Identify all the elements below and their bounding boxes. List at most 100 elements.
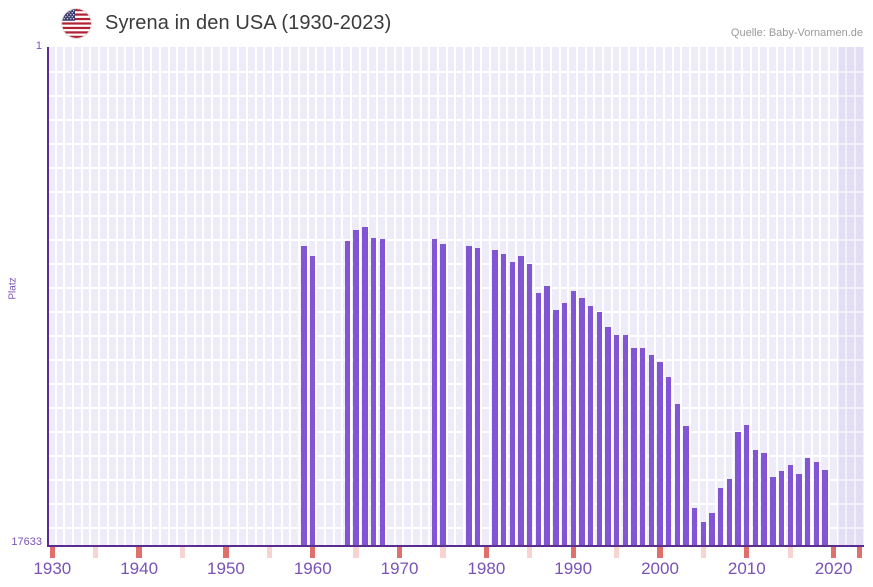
bar[interactable] [353,230,359,546]
bar[interactable] [665,376,672,546]
x-tick-major [310,547,316,558]
bar[interactable] [622,335,628,546]
bar[interactable] [544,285,550,546]
grid-column [239,47,248,546]
grid-line [48,431,864,433]
bar[interactable] [700,522,707,546]
grid-column [291,47,300,546]
x-tick-major [744,547,750,558]
grid-column [317,47,326,546]
x-tick-major [49,547,56,558]
bar[interactable] [509,261,516,546]
bar[interactable] [631,347,637,546]
bar[interactable] [648,354,654,546]
x-tick-minor [527,547,533,558]
bar[interactable] [796,474,802,546]
bar[interactable] [440,243,446,546]
bar[interactable] [344,240,351,546]
bar[interactable] [787,465,793,546]
bar[interactable] [692,508,698,546]
bar[interactable] [310,256,316,546]
bar[interactable] [561,303,568,546]
bar[interactable] [761,453,767,546]
grid-column [204,47,214,546]
bar[interactable] [605,326,611,546]
bar[interactable] [362,226,368,546]
x-tick-major [830,547,837,558]
bar[interactable] [301,246,307,546]
bar[interactable] [431,239,437,546]
grid-column [595,47,604,546]
x-axis-tick-label: 1990 [554,559,593,578]
plot-area [48,47,864,546]
x-tick-major [483,547,490,558]
bar[interactable] [709,512,715,546]
bar[interactable] [674,403,681,546]
y-axis-bottom-label: 17633 [11,536,42,548]
bar[interactable] [475,248,481,546]
bar[interactable] [752,449,759,546]
y-axis-line [47,47,49,547]
bar[interactable] [770,477,776,546]
grid-column [751,47,761,546]
bar[interactable] [596,311,602,546]
grid-column [673,47,683,546]
grid-column [769,47,778,546]
bar[interactable] [492,249,498,546]
grid-column [134,47,144,546]
grid-column [621,47,631,546]
bar[interactable] [587,306,594,546]
grid-column [482,47,492,546]
bar[interactable] [613,335,620,546]
bar[interactable] [718,488,724,546]
grid-column [447,47,457,546]
bar[interactable] [822,469,828,546]
grid-column [169,47,179,546]
grid-column [821,47,830,546]
grid-column [577,47,587,546]
bar[interactable] [683,426,689,546]
bar[interactable] [804,458,811,546]
grid-line [48,71,864,73]
bar[interactable] [370,238,377,546]
grid-column [551,47,561,546]
grid-column [708,47,717,546]
x-tick-major [570,547,576,558]
bar[interactable] [466,246,472,546]
bar[interactable] [726,478,733,546]
grid-column [160,47,170,546]
bar[interactable] [639,348,646,546]
bar[interactable] [553,310,559,546]
bar[interactable] [744,424,750,546]
x-tick-major [856,547,863,558]
grid-column [265,47,274,546]
bar[interactable] [527,264,533,546]
bar-series [48,47,864,546]
bar[interactable] [535,293,542,546]
grid-column [187,47,196,546]
grid-column [656,47,665,546]
grid-column [412,47,422,546]
grid-column [838,47,848,546]
grid-column [117,47,127,546]
bar[interactable] [735,431,741,546]
grid-column [716,47,726,546]
bar[interactable] [518,256,524,546]
grid-column [326,47,335,546]
grid-line [48,167,864,169]
bar[interactable] [778,471,785,546]
bar[interactable] [579,298,585,546]
x-axis-line [47,545,864,547]
grid-column [56,47,66,546]
grid-line [48,527,864,529]
bar[interactable] [501,253,507,546]
grid-column [100,47,109,546]
bar[interactable] [657,361,663,546]
bar[interactable] [570,290,576,546]
x-tick-minor [787,547,793,558]
grid-line [48,239,864,241]
grid-column [195,47,205,546]
bar[interactable] [379,239,385,546]
bar[interactable] [813,462,819,546]
